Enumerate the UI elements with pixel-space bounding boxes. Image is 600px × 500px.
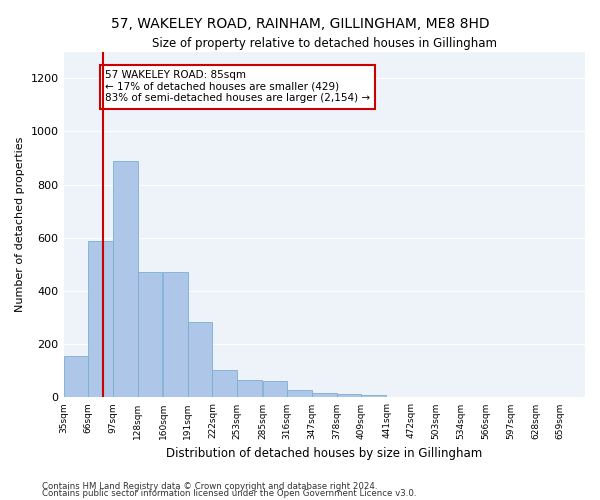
- Text: 57 WAKELEY ROAD: 85sqm
← 17% of detached houses are smaller (429)
83% of semi-de: 57 WAKELEY ROAD: 85sqm ← 17% of detached…: [105, 70, 370, 104]
- Bar: [287, 390, 312, 398]
- Bar: [113, 160, 137, 398]
- Text: Contains HM Land Registry data © Crown copyright and database right 2024.: Contains HM Land Registry data © Crown c…: [42, 482, 377, 491]
- Bar: [212, 370, 237, 398]
- Bar: [312, 392, 337, 398]
- Bar: [361, 395, 386, 398]
- Y-axis label: Number of detached properties: Number of detached properties: [15, 137, 25, 312]
- Text: 57, WAKELEY ROAD, RAINHAM, GILLINGHAM, ME8 8HD: 57, WAKELEY ROAD, RAINHAM, GILLINGHAM, M…: [110, 18, 490, 32]
- Title: Size of property relative to detached houses in Gillingham: Size of property relative to detached ho…: [152, 38, 497, 51]
- Text: Contains public sector information licensed under the Open Government Licence v3: Contains public sector information licen…: [42, 489, 416, 498]
- Bar: [188, 322, 212, 398]
- X-axis label: Distribution of detached houses by size in Gillingham: Distribution of detached houses by size …: [166, 447, 482, 460]
- Bar: [88, 240, 113, 398]
- Bar: [337, 394, 361, 398]
- Bar: [137, 272, 162, 398]
- Bar: [163, 272, 188, 398]
- Bar: [237, 380, 262, 398]
- Bar: [263, 381, 287, 398]
- Bar: [64, 356, 88, 398]
